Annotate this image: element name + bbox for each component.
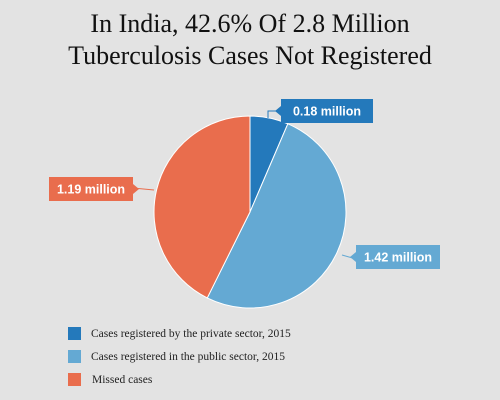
legend-swatch-missed-cases	[68, 373, 81, 386]
legend-label-public-sector: Cases registered in the public sector, 2…	[91, 351, 286, 363]
legend-swatch-public-sector	[68, 350, 81, 363]
pie-slice-public-sector	[206, 123, 347, 309]
data-label-private-sector: 0.18 million	[267, 99, 373, 123]
label-box-private-sector	[281, 99, 373, 123]
legend-label-missed-cases: Missed cases	[92, 374, 153, 386]
chart-title-line-1: In India, 42.6% Of 2.8 Million	[90, 9, 410, 38]
data-label-text-missed-cases: 1.19 million	[57, 183, 125, 197]
data-label-missed-cases: 1.19 million	[49, 177, 155, 201]
label-box-public-sector	[356, 245, 440, 269]
pie-slice-missed-cases	[153, 115, 251, 299]
legend-label-private-sector: Cases registered by the private sector, …	[91, 328, 291, 340]
data-label-public-sector: 1.42 million	[341, 245, 440, 269]
label-pointer-missed-cases	[133, 184, 139, 194]
label-box-missed-cases	[49, 177, 133, 201]
label-pointer-public-sector	[350, 252, 356, 262]
chart-title: In India, 42.6% Of 2.8 Million Tuberculo…	[0, 8, 500, 72]
chart-title-line-2: Tuberculosis Cases Not Registered	[68, 41, 432, 70]
legend-swatch-private-sector	[68, 327, 81, 340]
label-pointer-private-sector	[275, 106, 281, 116]
data-label-text-public-sector: 1.42 million	[364, 251, 432, 265]
data-label-text-private-sector: 0.18 million	[293, 105, 361, 119]
